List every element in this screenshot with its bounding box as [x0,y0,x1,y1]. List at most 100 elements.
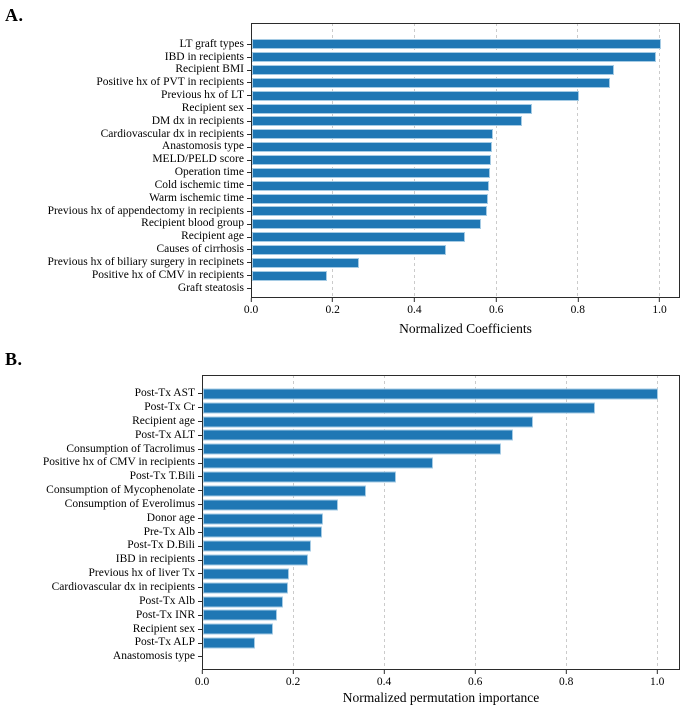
panel-a-letter: A. [5,5,24,25]
category-label-text: Previous hx of biliary surgery in recipi… [47,256,244,269]
bar-row: IBD in recipients [0,553,680,567]
category-label: Cardiovascular dx in recipients [0,580,202,594]
bar-row: Recipient age [0,415,680,429]
category-label: Warm ischemic time [0,192,251,205]
category-label-text: LT graft types [179,37,244,50]
bar [203,513,324,525]
bar-row: Graft steatosis [0,282,680,295]
bar-track [251,115,680,128]
bar-row: Positive hx of PVT in recipients [0,77,680,90]
bar [203,499,339,511]
category-label: Previous hx of liver Tx [0,568,202,580]
y-tick-mark [247,133,251,135]
bar-track [202,512,680,526]
bar-row: Warm ischemic time [0,192,680,205]
x-tick: 0.8 [559,670,573,689]
gridline [383,375,385,670]
x-tick: 0.2 [326,298,340,317]
y-tick-mark [198,434,202,436]
y-tick-mark [247,262,251,264]
x-tick-label: 0.2 [285,676,301,688]
category-label-text: Post-Tx ALP [134,636,195,649]
gridline [495,23,497,298]
category-label: Post-Tx ALP [0,637,202,649]
bar [252,155,491,166]
x-tick: 1.0 [650,670,664,689]
x-tick-mark [413,298,415,302]
category-label: Recipient sex [0,102,251,115]
bar-row: Post-Tx D.Bili [0,539,680,553]
y-tick-mark [198,614,202,616]
bar-row: Cardiovascular dx in recipients [0,581,680,595]
y-tick-mark [198,531,202,533]
panel-a: A. LT graft types IBD in recipients Recipi… [0,0,685,348]
bar [203,471,396,483]
category-label-text: Cardiovascular dx in recipients [51,580,195,593]
bar-row: Causes of cirrhosis [0,244,680,257]
x-tick: 0.2 [286,670,300,689]
category-label: Graft steatosis [0,281,251,295]
y-tick-mark [198,656,202,658]
bar-row: Previous hx of appendectomy in recipient… [0,205,680,218]
bar-row: Recipient BMI [0,64,680,77]
y-tick-mark [247,236,251,238]
bar [252,193,489,204]
y-tick-mark [247,287,251,289]
bar-track [202,595,680,609]
category-label-text: Graft steatosis [177,281,244,294]
x-tick-mark [332,298,334,302]
category-label: Previous hx of LT [0,90,251,102]
y-tick-mark [247,172,251,174]
x-tick-mark [659,298,661,302]
bar-row: Post-Tx ALP [0,636,680,650]
category-label-text: Positive hx of CMV in recipients [42,456,195,469]
category-label-text: Recipient BMI [175,63,244,76]
category-label: IBD in recipients [0,554,202,566]
bar-row: IBD in recipients [0,51,680,64]
gridline [565,375,567,670]
bar [203,402,595,414]
category-label: Cardiovascular dx in recipients [0,128,251,141]
bar-track [202,429,680,443]
bar-row: Anastomosis type [0,650,680,664]
bar-row: Post-Tx T.Bili [0,470,680,484]
x-tick: 0.6 [468,670,482,689]
x-tick-mark [565,670,567,674]
bar [252,142,493,153]
bar [203,623,273,635]
panel-b-letter: B. [5,349,23,369]
category-label-text: Post-Tx ALT [135,428,195,441]
y-tick-mark [247,185,251,187]
category-label-text: Positive hx of CMV in recipients [91,268,244,281]
chart-a-bars: LT graft types IBD in recipients Recipient… [0,23,680,298]
bar-track [202,636,680,650]
bar-track [202,401,680,415]
x-tick-mark [250,298,252,302]
bar-row: Cold ischemic time [0,179,680,192]
category-label-text: IBD in recipients [164,50,244,63]
y-tick-mark [247,43,251,45]
y-tick-mark [247,198,251,200]
bar-track [202,415,680,429]
bar [203,609,278,621]
y-tick-mark [198,421,202,423]
y-tick-mark [198,518,202,520]
category-label: Positive hx of CMV in recipients [0,457,202,469]
category-label-text: Causes of cirrhosis [156,243,244,256]
category-label-text: Anastomosis type [161,140,244,153]
category-label: Post-Tx T.Bili [0,471,202,483]
bar-track [251,205,680,218]
category-label: Post-Tx ALT [0,428,202,442]
bar-track [251,282,680,295]
category-label-text: Recipient age [181,230,244,243]
bar [252,219,481,230]
bar-track [251,102,680,115]
y-tick-mark [247,275,251,277]
category-label: Consumption of Tacrolimus [0,443,202,456]
bar-row: Post-Tx INR [0,609,680,623]
category-label: Operation time [0,167,251,179]
x-tick-mark [383,670,385,674]
y-tick-mark [247,146,251,148]
bar-row: DM dx in recipients [0,115,680,128]
bar [252,232,465,243]
